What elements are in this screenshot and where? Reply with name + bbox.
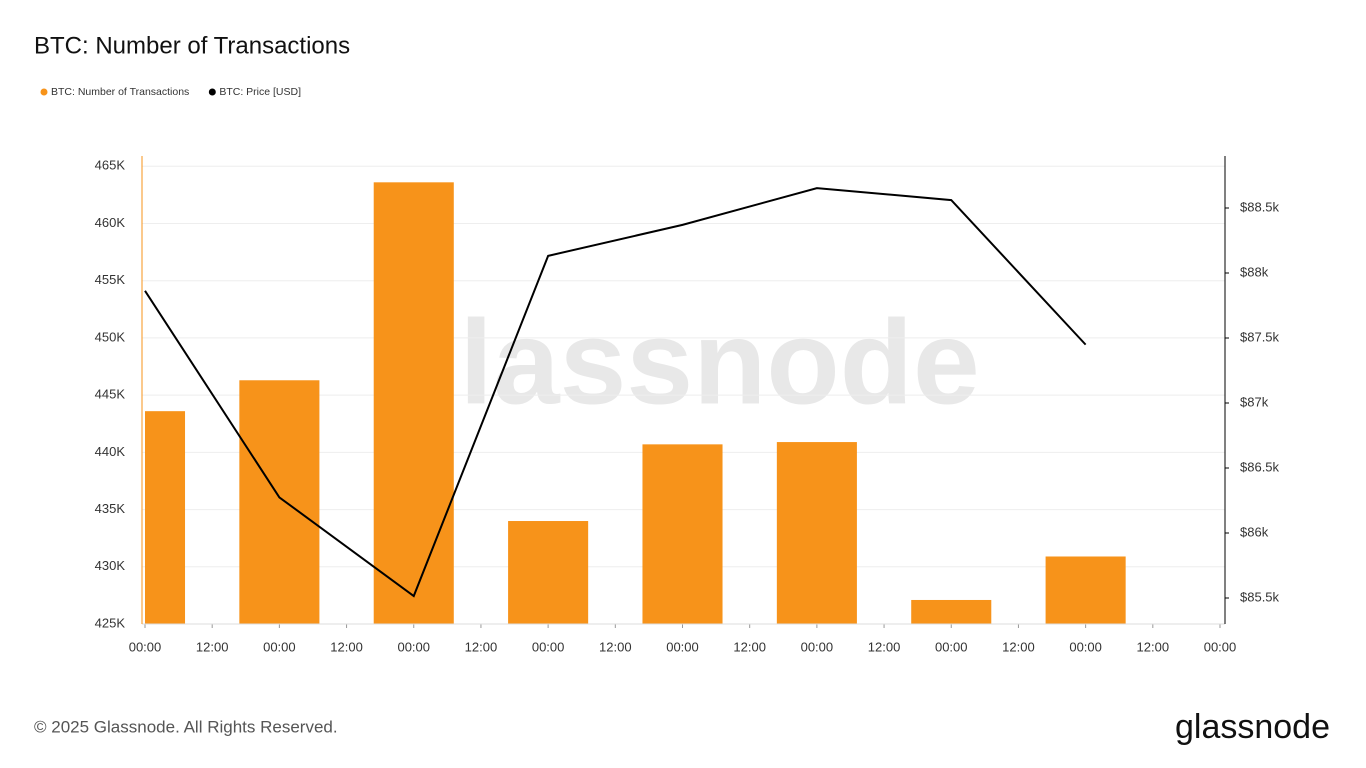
bar xyxy=(1045,556,1126,624)
y-tick-label: 450K xyxy=(95,329,126,344)
x-tick-label: 12:00 xyxy=(196,639,229,654)
y2-tick-label: $86.5k xyxy=(1240,459,1280,474)
watermark: glassnode xyxy=(386,296,980,430)
x-tick-label: 00:00 xyxy=(666,639,699,654)
x-tick-label: 00:00 xyxy=(532,639,565,654)
x-tick-label: 12:00 xyxy=(868,639,901,654)
x-tick-label: 00:00 xyxy=(129,639,162,654)
x-tick-label: 00:00 xyxy=(263,639,296,654)
x-tick-label: 00:00 xyxy=(1204,639,1237,654)
y2-tick-label: $86k xyxy=(1240,524,1269,539)
y-tick-label: 445K xyxy=(95,387,126,402)
y2-tick-label: $87.5k xyxy=(1240,329,1280,344)
legend-label: BTC: Price [USD] xyxy=(219,86,301,98)
x-tick-label: 12:00 xyxy=(330,639,363,654)
x-tick-label: 12:00 xyxy=(599,639,632,654)
price-line xyxy=(144,187,1087,598)
y-tick-label: 465K xyxy=(95,158,126,173)
y2-tick-label: $88.5k xyxy=(1240,199,1280,214)
bar xyxy=(373,182,454,624)
y-tick-label: 455K xyxy=(95,272,126,287)
bar xyxy=(508,521,589,624)
legend-marker xyxy=(40,88,48,96)
x-tick-label: 12:00 xyxy=(1002,639,1035,654)
chart-title: BTC: Number of Transactions xyxy=(34,32,350,59)
y-tick-label: 440K xyxy=(95,444,126,459)
legend-label: BTC: Number of Transactions xyxy=(51,86,189,98)
bar xyxy=(911,599,992,624)
bar xyxy=(776,442,857,624)
y-tick-label: 435K xyxy=(95,501,126,516)
y-tick-label: 430K xyxy=(95,558,126,573)
bar xyxy=(642,444,723,624)
logo: glassnode xyxy=(1175,708,1330,746)
x-tick-label: 00:00 xyxy=(935,639,968,654)
footer: © 2025 Glassnode. All Rights Reserved. xyxy=(34,717,338,736)
legend-marker xyxy=(208,88,216,96)
y-tick-label: 425K xyxy=(95,615,126,630)
x-tick-label: 00:00 xyxy=(801,639,834,654)
x-tick-label: 12:00 xyxy=(1137,639,1170,654)
bar xyxy=(239,380,320,624)
y2-tick-label: $87k xyxy=(1240,394,1269,409)
y-tick-label: 460K xyxy=(95,215,126,230)
x-tick-label: 12:00 xyxy=(465,639,498,654)
y2-tick-label: $88k xyxy=(1240,264,1269,279)
y2-tick-label: $85.5k xyxy=(1240,589,1280,604)
x-tick-label: 12:00 xyxy=(733,639,766,654)
bar xyxy=(145,411,186,624)
x-tick-label: 00:00 xyxy=(397,639,430,654)
x-tick-label: 00:00 xyxy=(1069,639,1102,654)
